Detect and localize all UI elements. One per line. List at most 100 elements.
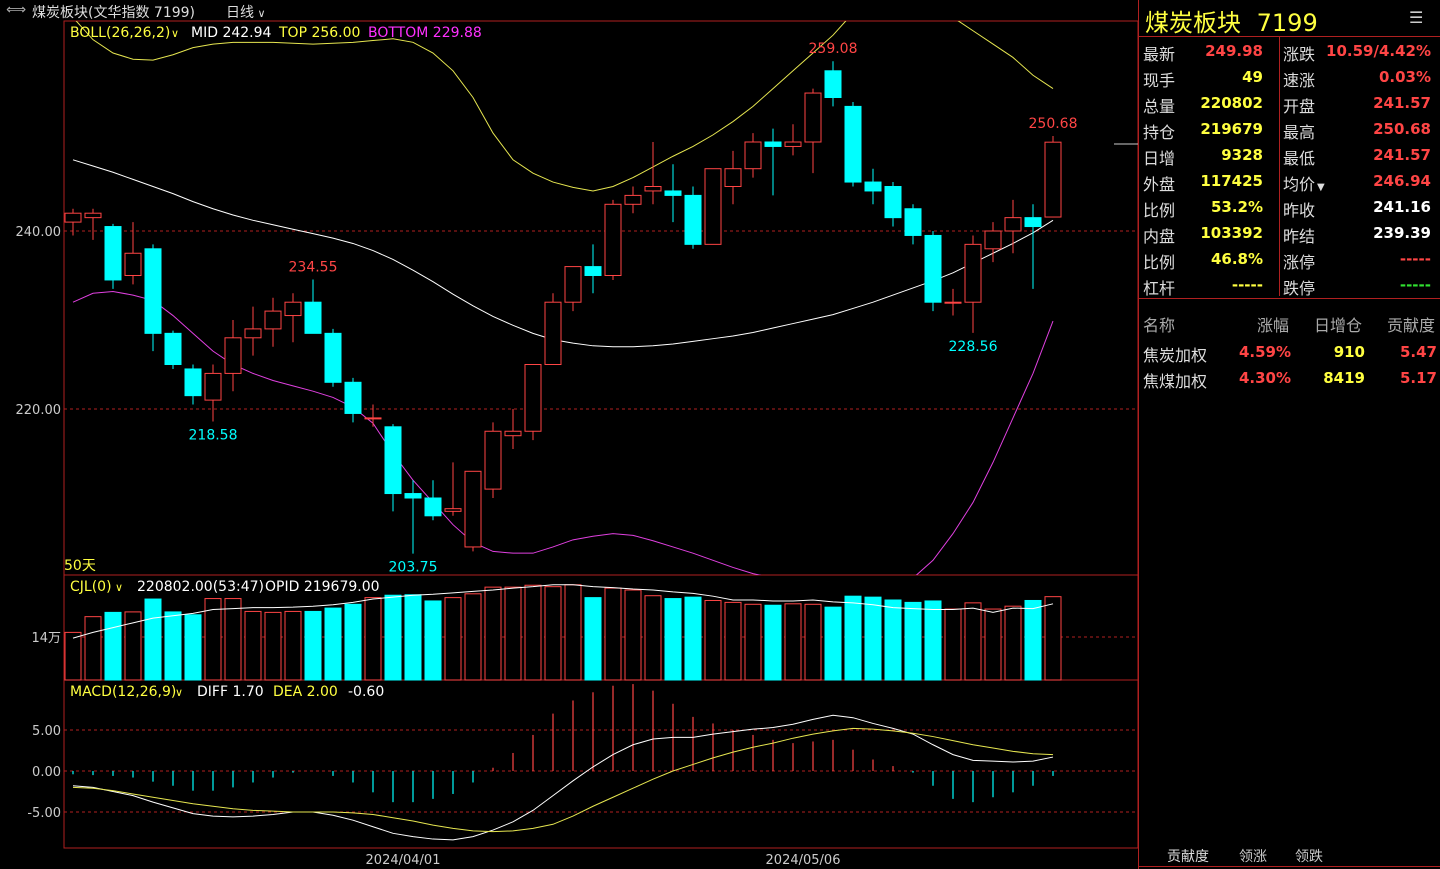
quote-row: 比例 53.2% 昨收 241.16 [1139, 196, 1440, 222]
boll-label[interactable]: BOLL(26,26,2) [70, 25, 170, 41]
period-selector[interactable]: 日线 ∨ [226, 2, 266, 22]
quote-value: 53.2% [1210, 198, 1263, 216]
volume-bar [804, 603, 822, 681]
volume-bar [944, 608, 962, 681]
volume-bar [544, 586, 562, 681]
candle-body [64, 212, 82, 223]
volume-bar [984, 608, 1002, 681]
volume-bar [124, 611, 142, 681]
contrib-name: 焦煤加权 [1143, 372, 1208, 391]
panel-divider [1139, 298, 1440, 299]
triangle-down-icon[interactable]: ▼ [1317, 182, 1325, 193]
macd-plot [72, 684, 1054, 841]
price-tick-label: 220.00 [16, 403, 62, 418]
volume-bar [644, 595, 662, 681]
panel-tab[interactable]: 领跌 [1295, 849, 1323, 865]
quote-row: 持仓 219679 最高 250.68 [1139, 118, 1440, 144]
quote-label: 持仓 [1143, 123, 1176, 142]
quote-value: 241.16 [1373, 198, 1431, 216]
vol-label[interactable]: CJL(0) [70, 579, 112, 595]
title-bar: ⟺ 煤炭板块(文华指数 7199) 日线 ∨ [0, 0, 1138, 21]
panel-tab[interactable]: 领涨 [1239, 849, 1267, 865]
price-annotation: 228.56 [949, 339, 998, 355]
volume-bar [884, 599, 902, 681]
contrib-row[interactable]: 焦炭加权 4.59% 910 5.47 [1139, 342, 1440, 368]
boll-bottom-line [72, 291, 1054, 575]
price-annotations: 234.55 218.58 203.75 259.08 228.56 250.68 [189, 41, 1078, 575]
volume-bar [444, 597, 462, 681]
quote-value: 219679 [1200, 120, 1263, 138]
contrib-oi: 8419 [1323, 369, 1365, 387]
volume-bar [484, 586, 502, 681]
contrib-header: 涨幅 [1257, 316, 1290, 335]
candle-body [904, 208, 922, 236]
macd-label[interactable]: MACD(12,26,9) [70, 684, 176, 700]
quote-label: 内盘 [1143, 227, 1176, 246]
quote-label: 涨跌 [1283, 45, 1316, 64]
candle-body [964, 243, 982, 303]
candle-body [324, 332, 342, 383]
volume-bar [64, 631, 82, 681]
volume-bar [144, 598, 162, 681]
contrib-row[interactable]: 焦煤加权 4.30% 8419 5.17 [1139, 368, 1440, 394]
quote-label: 比例 [1143, 253, 1176, 272]
macd-chevron-icon[interactable]: ∨ [175, 686, 183, 699]
volume-bar [384, 594, 402, 681]
contrib-value: 5.47 [1399, 343, 1437, 361]
volume-bar [1004, 605, 1022, 681]
volume-bar [684, 596, 702, 681]
candle-body [664, 190, 682, 196]
contrib-name: 焦炭加权 [1143, 346, 1208, 365]
candle-body [404, 493, 422, 499]
quote-row: 内盘 103392 昨结 239.39 [1139, 222, 1440, 248]
quote-label: 最高 [1283, 123, 1316, 142]
vol-chevron-icon[interactable]: ∨ [115, 581, 123, 594]
candle-body [224, 337, 242, 374]
volume-bar [324, 607, 342, 681]
quote-label: 比例 [1143, 201, 1176, 220]
price-annotation: 218.58 [189, 428, 238, 444]
macd-dea-label: DEA 2.00 [273, 684, 338, 700]
candle-body [284, 301, 302, 317]
list-menu-icon[interactable]: ☰ [1409, 8, 1424, 27]
candle-body [124, 252, 142, 276]
volume-bar [404, 594, 422, 681]
boll-top-label: TOP 256.00 [278, 25, 360, 41]
quote-label: 最低 [1283, 149, 1316, 168]
candle-body [144, 248, 162, 334]
candle-body [1044, 141, 1062, 218]
contrib-value: 5.17 [1399, 369, 1437, 387]
panel-divider [1139, 36, 1440, 37]
quote-row: 外盘 117425 均价 ▼ 246.94 [1139, 170, 1440, 196]
volume-bar [784, 603, 802, 681]
volume-bar [164, 611, 182, 681]
link-icon[interactable]: ⟺ [6, 2, 27, 18]
kline-chart[interactable]: 234.55 218.58 203.75 259.08 228.56 250.68 240… [0, 0, 1138, 869]
quote-value: 246.94 [1373, 172, 1431, 190]
quote-value: 241.57 [1373, 146, 1431, 164]
price-annotation: 250.68 [1029, 116, 1078, 132]
volume-bar [564, 584, 582, 681]
instrument-title: 煤炭板块(文华指数 7199) [32, 5, 196, 21]
quote-value: 0.03% [1378, 68, 1431, 86]
quote-label: 昨收 [1283, 201, 1316, 220]
candle-body [884, 186, 902, 219]
volume-ma-line [72, 584, 1054, 639]
candle-body [364, 417, 382, 420]
contrib-header: 贡献度 [1387, 316, 1436, 335]
quote-label: 速涨 [1283, 71, 1316, 90]
volume-bar [624, 589, 642, 681]
boll-chevron-icon[interactable]: ∨ [171, 27, 179, 40]
candle-body [204, 372, 222, 401]
volume-bar [864, 596, 882, 681]
quote-value: ----- [1399, 250, 1431, 268]
quote-label: 跌停 [1283, 279, 1316, 298]
quote-value: 10.59/4.42% [1326, 42, 1431, 60]
candle-body [464, 470, 482, 548]
volume-bar [184, 614, 202, 681]
contrib-oi: 910 [1333, 343, 1365, 361]
panel-tab[interactable]: 贡献度 [1167, 849, 1209, 865]
date-tick-label: 2024/05/06 [766, 853, 841, 868]
candle-body [444, 508, 462, 512]
boll-bottom-label: BOTTOM 229.88 [368, 25, 482, 41]
